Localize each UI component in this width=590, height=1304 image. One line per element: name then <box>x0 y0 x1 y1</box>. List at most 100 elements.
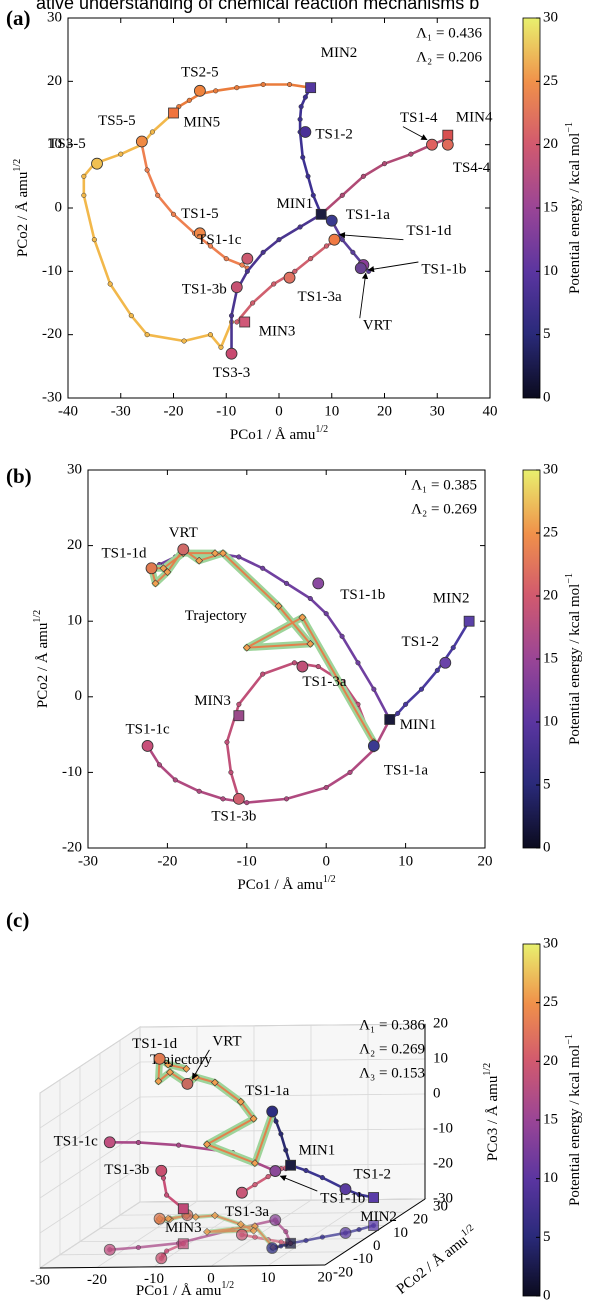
stationary-point <box>285 1159 297 1171</box>
point-label: MIN1 <box>299 1143 336 1159</box>
path-point <box>323 611 329 617</box>
path-point <box>292 268 298 274</box>
path-point <box>323 784 329 791</box>
y-tick-label: 10 <box>67 613 82 629</box>
trajectory-point <box>203 1227 211 1236</box>
z-tick-label: 10 <box>433 1050 448 1066</box>
trajectory-point <box>164 1060 173 1069</box>
point-label: TS1-1a <box>384 762 429 778</box>
path-point <box>300 154 306 160</box>
trajectory-point <box>154 1077 163 1086</box>
x-tick-label: 10 <box>261 1270 276 1286</box>
path-point <box>260 249 266 255</box>
path-point <box>310 192 316 198</box>
point-label: VRT <box>212 1033 241 1049</box>
colorbar-tick-label: 5 <box>543 776 551 792</box>
stationary-point <box>135 135 148 148</box>
z-tick-label: -30 <box>433 1190 453 1206</box>
grid-line <box>39 1166 141 1234</box>
path-point <box>339 192 345 198</box>
stationary-point <box>315 208 327 220</box>
point-label: TS1-3a <box>225 1204 270 1220</box>
y-tick-label: -10 <box>42 263 62 279</box>
annotation: Λ₃ = 0.153 <box>359 1065 425 1081</box>
point-label: MIN2 <box>433 591 470 607</box>
point-label: MIN2 <box>360 1209 397 1225</box>
path-point <box>213 88 219 94</box>
stationary-point <box>442 129 454 141</box>
stationary-point <box>177 1203 189 1215</box>
panel-label: (a) <box>6 6 31 30</box>
grid-line <box>39 1201 141 1269</box>
path-point <box>319 1175 325 1181</box>
trajectory-label: Trajectory <box>150 1052 212 1068</box>
stationary-point <box>439 656 452 669</box>
point-label: TS2-5 <box>181 64 219 80</box>
stationary-point <box>269 1165 282 1177</box>
stationary-point <box>141 740 154 752</box>
trajectory-point <box>298 613 307 622</box>
y-tick-label: -20 <box>42 326 62 342</box>
annotation-arrow <box>402 126 428 141</box>
path-point <box>260 565 266 571</box>
colorbar-tick-label: 10 <box>543 1170 558 1186</box>
trajectory-point <box>163 568 172 576</box>
point-label: TS1-1d <box>132 1036 178 1052</box>
path-point <box>297 116 303 122</box>
stationary-point <box>168 107 179 119</box>
path-point <box>305 173 311 179</box>
path-line <box>230 213 323 355</box>
grid-line <box>39 1061 141 1129</box>
path-point <box>164 1192 170 1198</box>
path-point <box>298 104 304 110</box>
x-tick-label: 20 <box>318 1269 333 1285</box>
path-point <box>164 1248 170 1254</box>
y-tick-label: 0 <box>55 199 63 215</box>
trajectory-point <box>274 602 283 611</box>
path-point <box>260 671 266 677</box>
path-point <box>155 192 161 198</box>
stationary-point <box>193 227 206 240</box>
path-point <box>218 344 224 350</box>
path-point <box>207 332 213 338</box>
colorbar-tick-label: 10 <box>543 713 558 729</box>
point-label: TS1-2 <box>315 126 353 142</box>
stationary-point <box>155 1164 168 1177</box>
stationary-point <box>155 1252 168 1265</box>
y-axis-label: PCo2 / Å amu1/2 <box>12 159 31 257</box>
path-point <box>118 151 124 157</box>
x-tick-label: 20 <box>377 403 392 419</box>
colorbar-tick-label: 0 <box>543 1287 551 1303</box>
path-point <box>223 256 229 262</box>
x-axis-label-sup: 1/2 <box>323 874 336 885</box>
stationary-point <box>312 577 325 590</box>
y-axis-label: PCo2 / Å amu1/2 <box>32 610 51 708</box>
trajectory-point <box>306 639 315 648</box>
stationary-point <box>296 660 309 673</box>
stationary-point <box>153 1052 166 1065</box>
path-point <box>228 769 234 775</box>
x-tick-label: -10 <box>216 403 236 419</box>
trajectory-point <box>159 564 168 573</box>
x-axis-label-text: PCo1 / Å amu <box>237 877 323 893</box>
x-axis-label-sup: 1/2 <box>221 1280 234 1291</box>
point-label: TS1-1a <box>245 1083 290 1099</box>
path-point <box>356 1192 362 1198</box>
point-label: TS5-5 <box>98 113 136 129</box>
colorbar-tick-label: 5 <box>543 1229 551 1245</box>
colorbar-tick-label: 5 <box>543 326 551 342</box>
grid-line <box>153 1200 255 1268</box>
path-point <box>260 81 266 88</box>
path-point <box>252 1182 258 1188</box>
trajectory-point <box>191 1213 200 1221</box>
grid-line <box>39 1026 141 1094</box>
y-axis-label-text: PCo2 / Å amu <box>15 171 31 257</box>
point-label: MIN3 <box>259 323 296 339</box>
stationary-point <box>145 562 158 575</box>
point-label: MIN4 <box>456 110 493 126</box>
path-point <box>181 338 187 344</box>
stationary-point <box>368 1220 380 1231</box>
stationary-point <box>103 1243 116 1256</box>
path-point <box>350 249 356 255</box>
stationary-point <box>368 1192 380 1203</box>
